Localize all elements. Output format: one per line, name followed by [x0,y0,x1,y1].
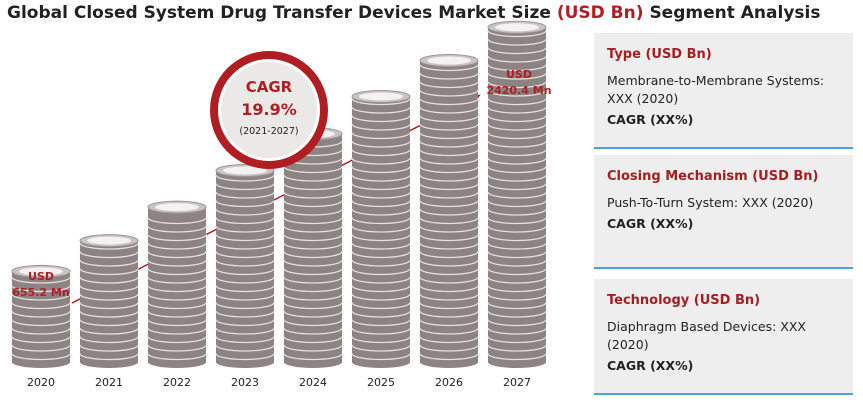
segment-cagr: CAGR (XX%) [607,358,694,373]
segment-panel-closing-mechanism: Closing Mechanism (USD Bn) Push-To-Turn … [594,155,853,269]
x-tick-label: 2020 [27,376,55,389]
segment-heading: Technology (USD Bn) [607,293,761,308]
start-annotation-value: 655.2 Mn [12,286,69,299]
x-tick-label: 2021 [95,376,123,389]
segment-heading: Type (USD Bn) [607,47,712,62]
chart-area: 2020 2021 2022 2023 2024 2025 2026 2027 CAGR 19… [11,20,552,389]
x-tick-label: 2025 [367,376,395,389]
cagr-badge-center [221,62,317,158]
bar-2026 [419,54,479,368]
x-tick-label: 2024 [299,376,327,389]
end-annotation-prefix: USD [506,68,532,81]
bar-2022 [147,200,207,368]
cagr-badge: CAGR 19.9% (2021-2027) [210,51,328,169]
segment-line: Diaphragm Based Devices: XXX (2020) [607,319,806,352]
title-unit: (USD Bn) [556,3,644,23]
trend-arrow [71,94,481,304]
start-annotation-prefix: USD [28,270,54,283]
x-tick-label: 2023 [231,376,259,389]
x-tick-label: 2022 [163,376,191,389]
segment-description: Push-To-Turn System: XXX (2020) [607,194,841,212]
cagr-value: 19.9% [241,100,297,119]
segment-line: Push-To-Turn System: XXX (2020) [607,195,814,210]
segment-panel-technology: Technology (USD Bn) Diaphragm Based Devi… [594,279,853,395]
bar-2023 [215,163,275,368]
title-suffix: Segment Analysis [649,3,821,23]
cagr-period: (2021-2027) [239,126,298,137]
x-tick-label: 2027 [503,376,531,389]
segment-line: XXX (2020) [607,91,679,106]
segment-cagr: CAGR (XX%) [607,112,694,127]
segment-line: Membrane-to-Membrane Systems: [607,73,825,88]
cagr-label: CAGR [246,78,293,96]
segment-heading: Closing Mechanism (USD Bn) [607,169,819,184]
bar-2024 [283,127,343,368]
segment-description: Diaphragm Based Devices: XXX (2020) [607,318,841,354]
end-annotation-value: 2420.4 Mn [486,84,551,97]
x-tick-label: 2026 [435,376,463,389]
bar-2020 [11,264,71,368]
segment-panel-type: Type (USD Bn) Membrane-to-Membrane Syste… [594,33,853,149]
bar-2021 [79,234,139,368]
chart-title: Global Closed System Drug Transfer Devic… [7,3,820,23]
segment-description: Membrane-to-Membrane Systems: XXX (2020) [607,72,841,108]
x-axis-ticks: 2020 2021 2022 2023 2024 2025 2026 2027 [27,376,531,389]
title-main: Global Closed System Drug Transfer Devic… [7,3,551,23]
segment-cagr: CAGR (XX%) [607,216,694,231]
bar-2025 [351,89,411,368]
bar-group [11,20,547,368]
bar-2027 [487,20,547,368]
